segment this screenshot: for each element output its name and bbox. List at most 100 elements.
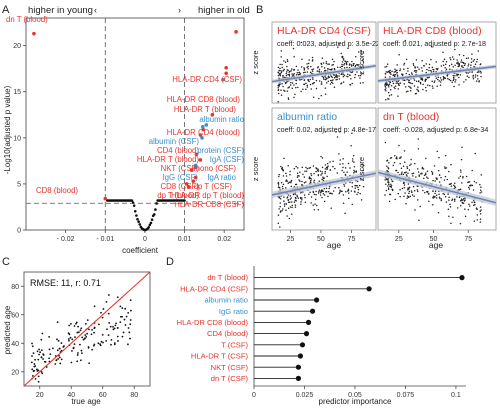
- panel-d-category-label: HLA-DR CD8 (blood): [177, 318, 249, 327]
- panel-a-ytick-label: 20: [13, 43, 21, 50]
- panel-b-point: [464, 208, 466, 210]
- panel-b-point: [350, 65, 353, 67]
- panel-c-point: [129, 309, 132, 312]
- panel-b-point: [461, 61, 464, 64]
- panel-c-point: [57, 339, 60, 342]
- panel-b-point: [306, 71, 309, 73]
- panel-b-point: [282, 175, 285, 177]
- panel-b-point: [448, 196, 450, 199]
- panel-b-point: [428, 200, 430, 202]
- panel-a-highlight-point: [200, 124, 205, 129]
- panel-c-point: [108, 322, 111, 324]
- panel-b-point: [333, 67, 336, 70]
- panel-b-point: [435, 61, 437, 63]
- panel-b-point: [315, 79, 318, 82]
- panel-b-point: [331, 76, 333, 79]
- panel-b-point: [329, 161, 331, 163]
- panel-b-point: [287, 201, 290, 204]
- panel-b-point: [435, 197, 438, 199]
- panel-b-point: [350, 71, 353, 74]
- panel-b-point: [313, 172, 315, 175]
- panel-c-point: [68, 324, 71, 327]
- panel-b-point: [470, 61, 473, 63]
- panel-b-point: [327, 75, 330, 77]
- panel-b-point: [345, 191, 347, 193]
- panel-b-point: [431, 170, 433, 173]
- panel-b-point: [451, 81, 453, 83]
- panel-b-point: [436, 85, 438, 87]
- panel-b-point: [387, 84, 390, 87]
- panel-b-point: [388, 98, 390, 100]
- panel-b-point: [430, 71, 433, 73]
- panel-b-point: [358, 64, 360, 66]
- panel-b-point: [407, 90, 409, 93]
- panel-b-point: [327, 63, 329, 65]
- panel-b-point: [408, 169, 411, 171]
- panel-c-point: [48, 335, 51, 338]
- panel-b-point: [347, 188, 350, 191]
- panel-b-point: [342, 158, 344, 160]
- panel-b-point: [301, 197, 303, 199]
- panel-b-point: [285, 209, 287, 211]
- panel-c-point: [127, 343, 129, 346]
- panel-c-point: [34, 358, 37, 361]
- panel-c-point: [92, 344, 95, 347]
- panel-b-point: [402, 73, 404, 76]
- panel-b-point: [308, 80, 310, 82]
- panel-c-point: [77, 331, 80, 334]
- panel-b-point: [353, 169, 355, 172]
- panel-c-plot: 20 40 60 80 20 40 60 80 RMSE: 11, r: 0.71: [11, 271, 151, 399]
- panel-b-point: [385, 189, 388, 192]
- panel-b-point: [340, 73, 343, 75]
- panel-b-point: [472, 189, 475, 191]
- panel-b-point: [313, 179, 316, 182]
- panel-c-point: [107, 312, 110, 315]
- panel-b-point: [318, 180, 321, 182]
- panel-b-point: [470, 64, 472, 66]
- panel-b-point: [300, 90, 302, 93]
- panel-b-point: [449, 203, 451, 205]
- panel-b-point: [471, 71, 473, 73]
- panel-b-point: [281, 185, 284, 188]
- panel-b-point: [345, 63, 348, 66]
- panel-c-point: [88, 328, 90, 331]
- panel-b-point: [457, 65, 459, 68]
- panel-letter-b: B: [256, 4, 263, 16]
- panel-b-point: [408, 73, 411, 76]
- panel-b-point: [317, 208, 320, 211]
- panel-b-point: [311, 56, 314, 59]
- panel-c-point: [121, 335, 124, 338]
- panel-c-xtick-label: 80: [130, 392, 138, 399]
- panel-a-point-label: CD8 (blood): [36, 186, 78, 195]
- panel-b-trend-line: [377, 171, 497, 204]
- panel-b-point: [307, 68, 309, 70]
- panel-b-point: [418, 219, 420, 221]
- panel-b-point: [458, 54, 461, 56]
- panel-b-point: [409, 195, 412, 198]
- panel-a-point-label: IgA (CSF): [210, 155, 245, 164]
- panel-b-point: [285, 172, 287, 175]
- panel-b-point: [294, 193, 296, 195]
- panel-b-point: [293, 72, 295, 75]
- panel-c-point: [112, 328, 115, 331]
- panel-b-point: [478, 81, 480, 83]
- panel-b-point: [328, 187, 330, 190]
- panel-b-point: [421, 70, 424, 72]
- panel-b-point: [306, 86, 309, 88]
- panel-b-point: [432, 197, 435, 199]
- panel-b-point: [394, 87, 396, 90]
- panel-b-point: [350, 78, 352, 80]
- panel-a-point-label: IgG (CSF): [162, 173, 198, 182]
- panel-b-point: [331, 64, 333, 66]
- panel-a-point: [130, 199, 134, 202]
- panel-b-point: [384, 98, 387, 101]
- panel-c-point: [43, 360, 46, 363]
- panel-b-point: [397, 84, 400, 86]
- panel-b-point: [342, 194, 345, 196]
- panel-a-highlight-point: [198, 158, 203, 162]
- panel-b-point: [424, 191, 426, 194]
- panel-b-point: [454, 64, 456, 67]
- panel-b-point: [312, 165, 315, 167]
- panel-c-point: [70, 361, 73, 364]
- panel-b-point: [279, 226, 281, 228]
